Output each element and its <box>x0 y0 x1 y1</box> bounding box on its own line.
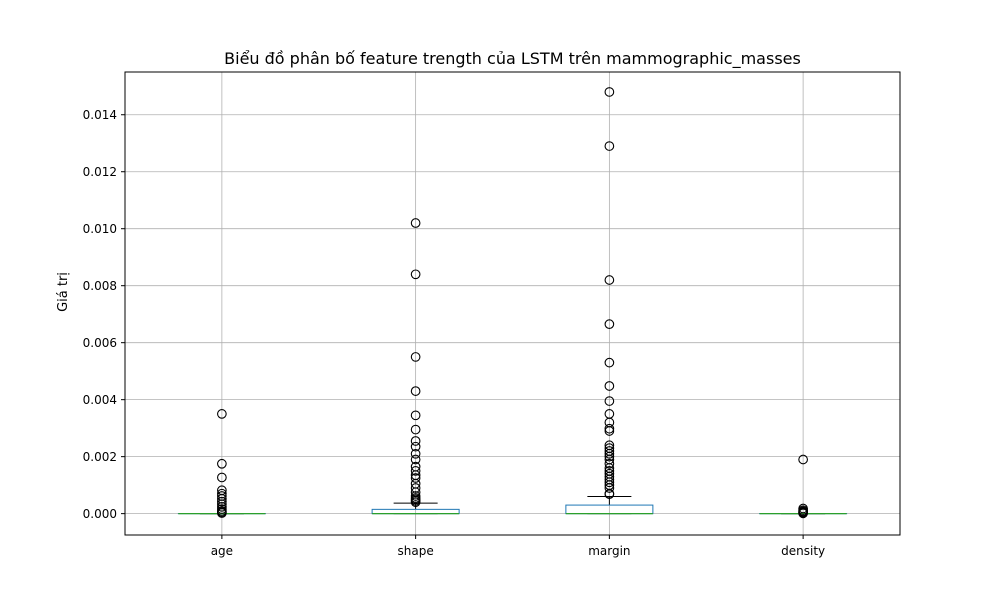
y-tick-label: 0.012 <box>83 165 117 179</box>
outlier-point-shape <box>410 386 421 396</box>
flier-layer <box>217 87 808 519</box>
outlier-point-margin <box>604 381 615 391</box>
x-tick-label-density: density <box>781 544 825 558</box>
outlier-point-margin <box>604 448 615 459</box>
outlier-point-margin <box>604 396 615 406</box>
chart-title: Biểu đồ phân bố feature trength của LSTM… <box>224 49 801 69</box>
box-layer <box>177 496 848 515</box>
outlier-point-shape <box>410 441 421 452</box>
outlier-point-age <box>217 458 227 469</box>
outlier-point-age <box>217 508 227 518</box>
outlier-point-shape <box>410 424 421 435</box>
outlier-point-shape <box>410 483 421 493</box>
outlier-point-margin <box>604 458 615 469</box>
outlier-point-age <box>217 409 227 419</box>
x-tick-label-shape: shape <box>398 544 434 558</box>
outlier-point-margin <box>604 489 615 500</box>
outlier-point-density <box>798 508 808 519</box>
axis-layer: 0.000 0.002 0.004 0.006 0.008 0.010 0.012 0.014… <box>83 108 825 558</box>
y-tick-label: 0.014 <box>83 108 117 122</box>
outlier-point-age <box>217 496 227 507</box>
outlier-point-age <box>217 488 227 499</box>
outlier-point-margin <box>604 357 615 368</box>
y-axis-label: Giá trị <box>56 272 71 312</box>
outlier-point-margin <box>604 141 615 151</box>
outlier-point-shape <box>410 269 421 280</box>
outlier-point-shape <box>410 466 421 476</box>
y-tick-label: 0.004 <box>83 393 117 407</box>
outlier-point-margin <box>604 426 615 436</box>
outlier-point-shape <box>410 473 421 483</box>
outlier-point-margin <box>604 423 615 434</box>
outlier-point-shape <box>410 352 421 362</box>
y-tick-label: 0.010 <box>83 222 117 236</box>
outlier-point-shape <box>410 454 421 465</box>
y-tick-label: 0.006 <box>83 336 117 350</box>
outlier-point-margin <box>604 87 615 97</box>
outlier-point-margin <box>604 483 615 493</box>
outlier-point-density <box>798 454 808 465</box>
y-tick-label: 0.008 <box>83 279 117 293</box>
outlier-point-shape <box>410 218 421 228</box>
outlier-point-margin <box>604 477 615 488</box>
outlier-point-margin <box>604 275 615 285</box>
grid-layer <box>125 72 900 535</box>
outlier-point-margin <box>604 319 615 330</box>
outlier-point-margin <box>604 451 615 462</box>
outlier-point-shape <box>410 448 421 459</box>
x-tick-label-margin: margin <box>588 544 630 558</box>
outlier-point-age <box>217 472 227 483</box>
y-tick-label: 0.000 <box>83 507 117 521</box>
y-tick-label: 0.002 <box>83 450 117 464</box>
plot-frame <box>124 71 901 536</box>
outlier-point-age <box>217 501 227 512</box>
outlier-point-age <box>217 493 227 504</box>
outlier-point-shape <box>410 410 421 421</box>
outlier-point-shape <box>410 497 421 508</box>
outlier-point-shape <box>410 436 421 446</box>
x-tick-label-age: age <box>211 544 233 558</box>
